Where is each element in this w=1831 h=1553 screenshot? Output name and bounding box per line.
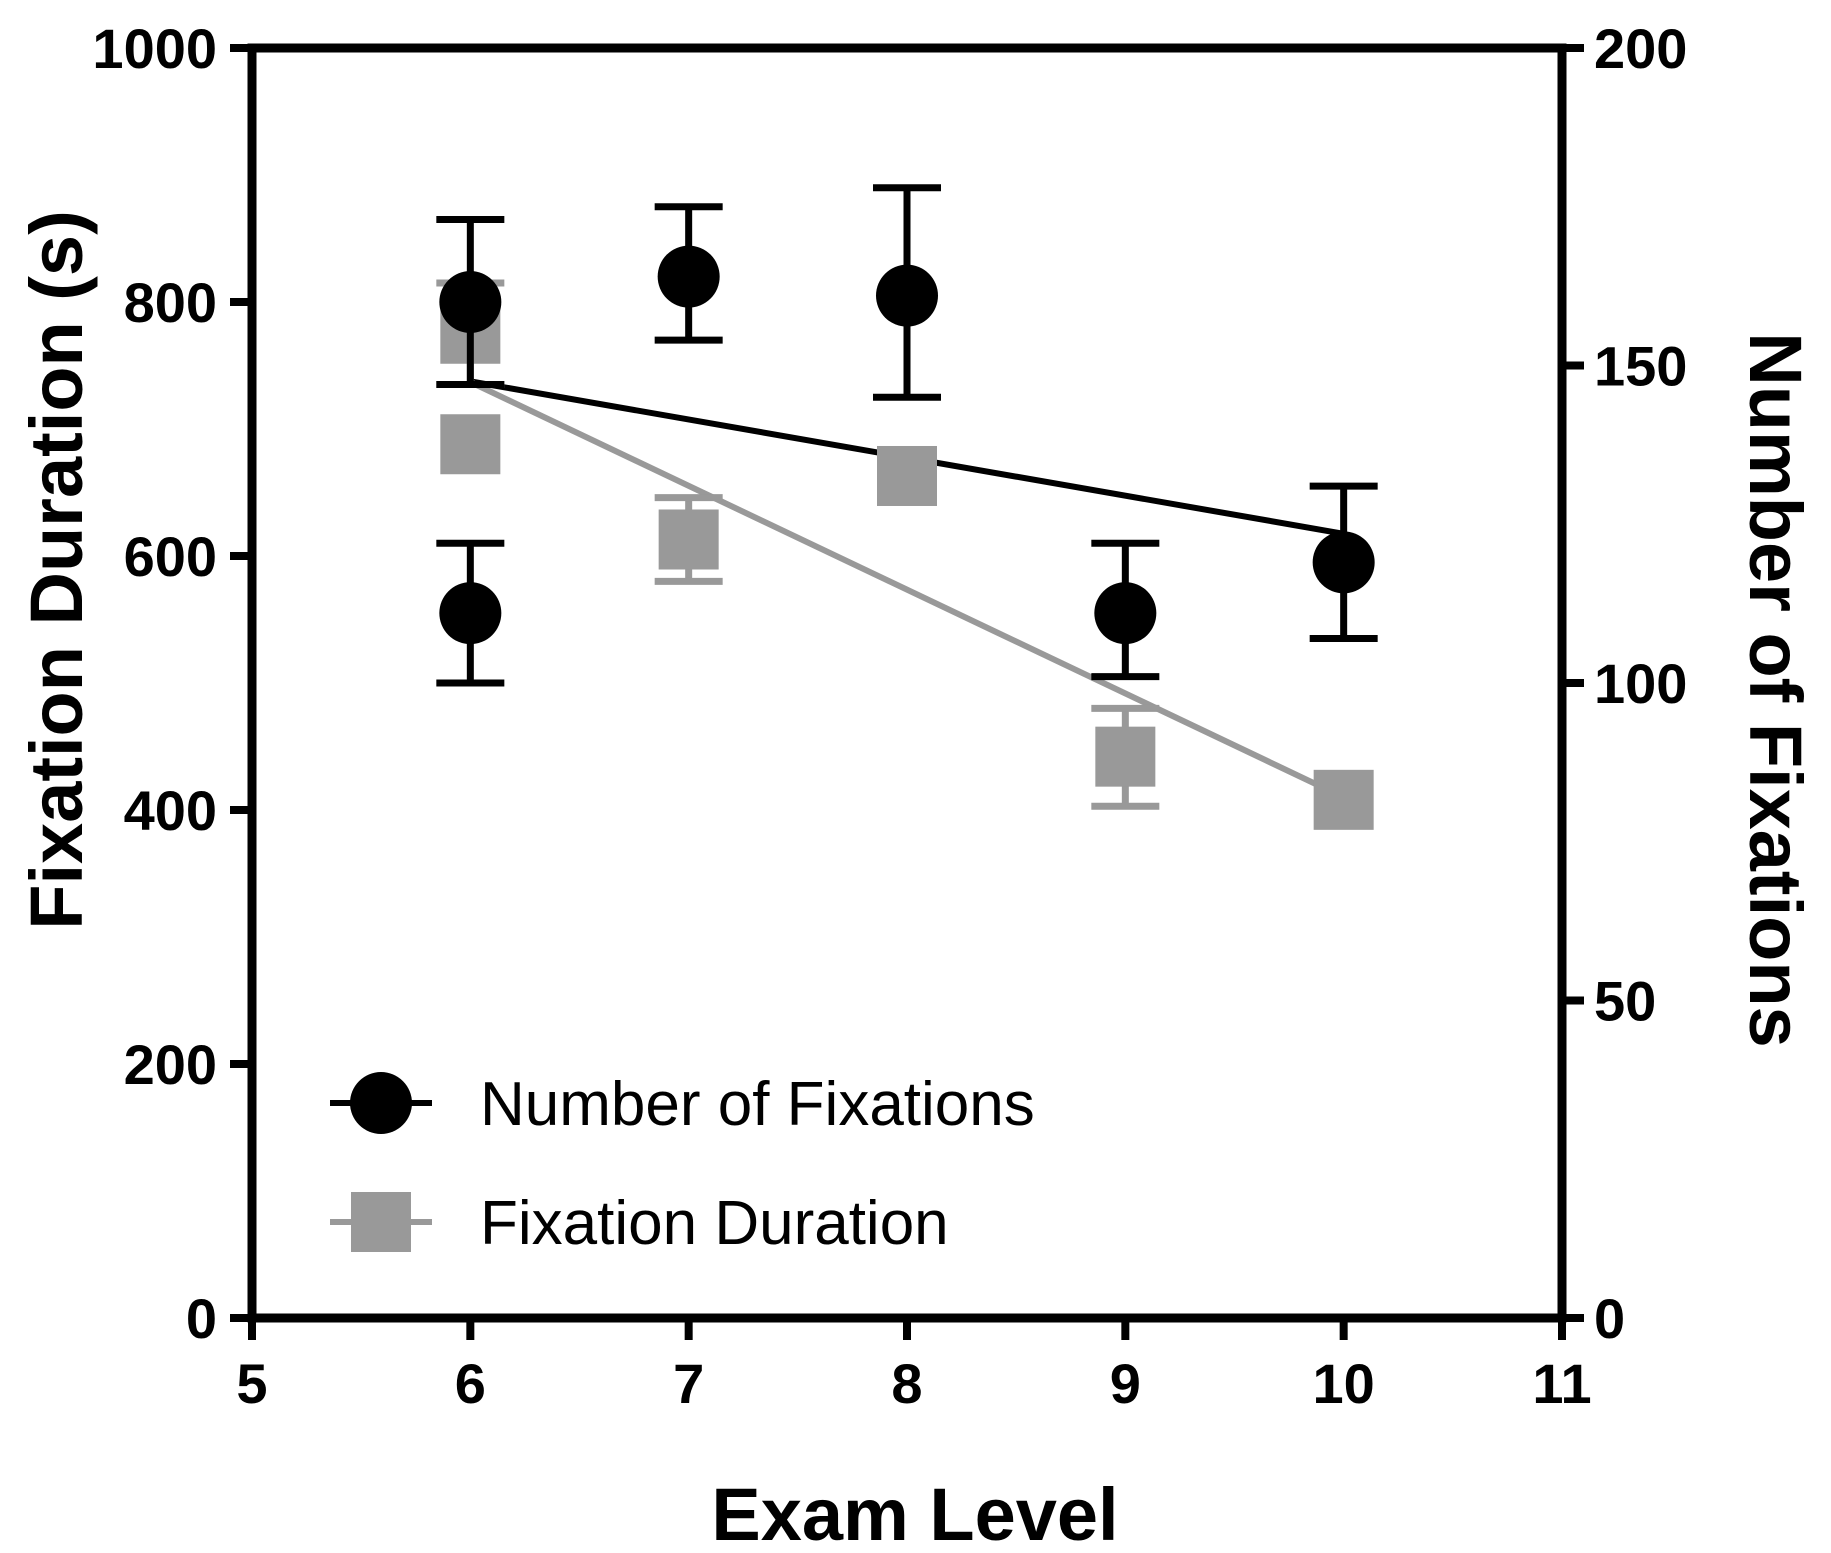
x-tick-label: 7: [673, 1352, 704, 1415]
y-right-tick-label: 0: [1594, 1287, 1625, 1350]
point-duration: [1095, 726, 1156, 787]
point-fixations: [876, 264, 938, 327]
fit-lines: [469, 378, 1345, 801]
legend-marker-duration: [351, 1192, 411, 1252]
point-duration: [440, 414, 501, 475]
x-tick-label: 6: [455, 1352, 486, 1415]
y-left-tick-label: 1000: [92, 17, 217, 80]
data-marks: [436, 184, 1378, 830]
point-fixations: [1312, 531, 1375, 594]
y-left-tick-label: 600: [124, 525, 217, 588]
x-tick-label: 8: [891, 1352, 922, 1415]
x-tick-label: 10: [1313, 1352, 1375, 1415]
point-fixations: [657, 245, 720, 308]
y-left-tick-label: 200: [124, 1033, 217, 1096]
x-tick-label: 5: [236, 1352, 267, 1415]
legend-marker-fixations: [350, 1072, 412, 1134]
y-left-tick-label: 0: [186, 1287, 217, 1350]
x-tick-label: 11: [1532, 1352, 1591, 1415]
y-axis-title-left: Fixation Duration (s): [15, 210, 98, 929]
point-duration: [1313, 769, 1374, 830]
point-duration: [877, 445, 937, 506]
y-left-tick-label: 400: [124, 779, 217, 842]
point-fixations: [439, 271, 502, 333]
y-right-tick-label: 50: [1594, 970, 1656, 1033]
fit-line-duration: [469, 379, 1345, 801]
point-fixations: [1094, 582, 1157, 645]
legend: Number of Fixations Fixation Duration: [330, 1070, 1035, 1258]
x-tick-label: 9: [1110, 1352, 1141, 1415]
y-left-tick-label: 800: [124, 271, 217, 334]
x-axis-title: Exam Level: [711, 1473, 1118, 1553]
y-axis-title-right: Number of Fixations: [1734, 332, 1817, 1047]
legend-label-duration: Fixation Duration: [480, 1189, 949, 1258]
legend-label-fixations: Number of Fixations: [480, 1070, 1035, 1139]
point-fixations: [439, 582, 502, 645]
y-right-tick-label: 150: [1594, 335, 1687, 398]
y-right-tick-label: 100: [1594, 652, 1687, 715]
point-duration: [658, 509, 719, 570]
y-right-tick-label: 200: [1594, 17, 1687, 80]
